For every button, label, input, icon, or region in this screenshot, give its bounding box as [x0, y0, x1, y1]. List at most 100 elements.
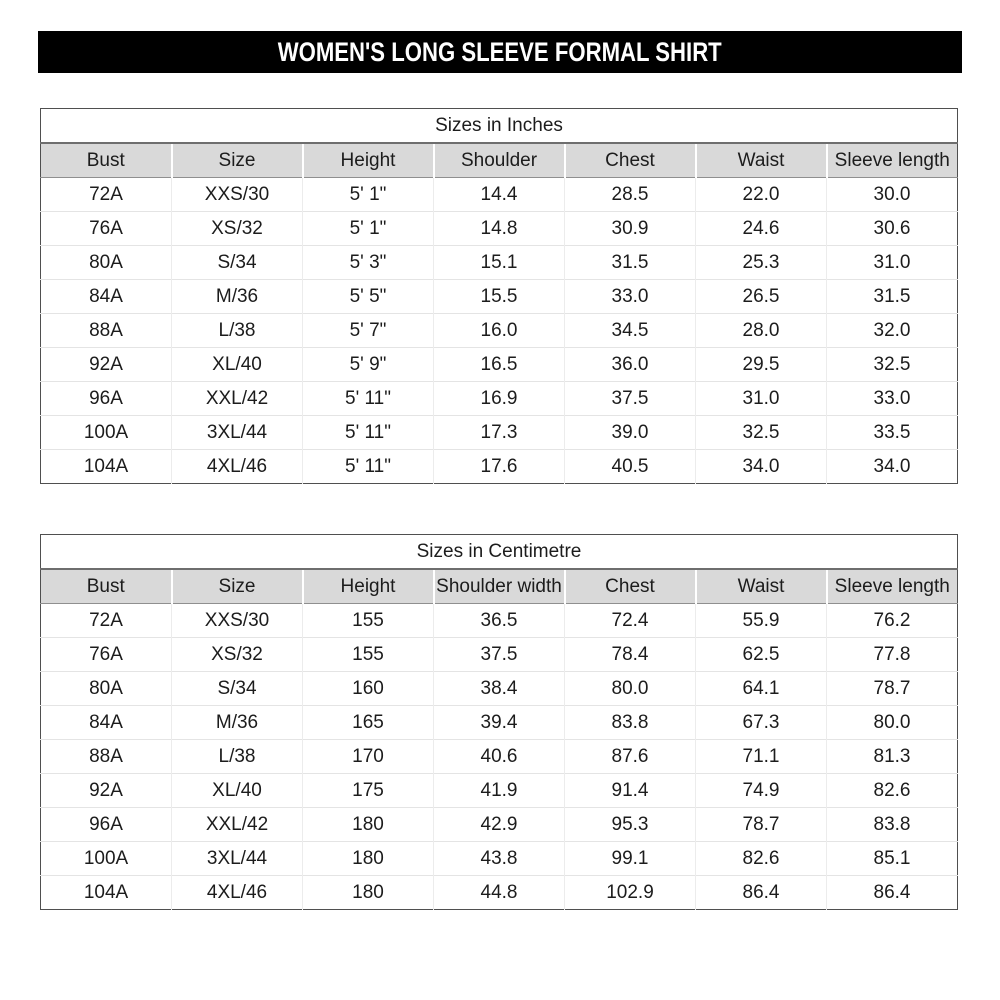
table-cell: 84A: [40, 279, 172, 314]
table-cell: 67.3: [695, 705, 827, 740]
table-cell: 30.6: [826, 211, 958, 246]
table-cell: 32.0: [826, 313, 958, 348]
column-header: Shoulder width: [432, 569, 565, 604]
table-cell: 104A: [40, 875, 172, 910]
table-cell: 16.9: [433, 381, 565, 416]
table-cell: 33.5: [826, 415, 958, 450]
table-cell: 78.7: [695, 807, 827, 842]
column-header: Height: [301, 569, 434, 604]
table-cell: 180: [302, 841, 434, 876]
table-row: 96A XXL/42 180 42.9 95.3 78.7 83.8: [40, 807, 958, 842]
table-row: 88A L/38 170 40.6 87.6 71.1 81.3: [40, 739, 958, 774]
table-cell: 5' 1": [302, 211, 434, 246]
sizes-in-centimetre-table: Sizes in Centimetre Bust Size Height Should…: [40, 534, 958, 910]
table-cell: 165: [302, 705, 434, 740]
table-cell: 33.0: [564, 279, 696, 314]
table-cell: 91.4: [564, 773, 696, 808]
table-cell: 80A: [40, 671, 172, 706]
column-header: Waist: [694, 143, 827, 178]
table-row: 104A 4XL/46 5' 11" 17.6 40.5 34.0 34.0: [40, 449, 958, 484]
table-cell: 15.5: [433, 279, 565, 314]
column-header: Bust: [40, 143, 172, 178]
table-cell: 78.4: [564, 637, 696, 672]
table-cell: XXL/42: [171, 381, 303, 416]
column-header: Bust: [40, 569, 172, 604]
table-cell: 44.8: [433, 875, 565, 910]
table-cell: 14.4: [433, 177, 565, 212]
table-cell: 88A: [40, 313, 172, 348]
table-cell: 96A: [40, 807, 172, 842]
sizes-in-inches-table: Sizes in Inches Bust Size Height Shoulder Ch…: [40, 108, 958, 484]
table-cell: 36.0: [564, 347, 696, 382]
table-cell: 76A: [40, 637, 172, 672]
column-header: Height: [301, 143, 434, 178]
table-cell: 17.3: [433, 415, 565, 450]
table-cell: 39.4: [433, 705, 565, 740]
table-cell: 95.3: [564, 807, 696, 842]
table-cell: 41.9: [433, 773, 565, 808]
table-row: 72A XXS/30 155 36.5 72.4 55.9 76.2: [40, 603, 958, 638]
column-header: Chest: [563, 143, 696, 178]
table-cell: 34.5: [564, 313, 696, 348]
table-cell: 24.6: [695, 211, 827, 246]
table-title-row: Sizes in Inches: [40, 108, 958, 144]
table-row: 76A XS/32 5' 1" 14.8 30.9 24.6 30.6: [40, 211, 958, 246]
table-cell: 77.8: [826, 637, 958, 672]
table-cell: 3XL/44: [171, 841, 303, 876]
table-row: 96A XXL/42 5' 11" 16.9 37.5 31.0 33.0: [40, 381, 958, 416]
table-cell: 80A: [40, 245, 172, 280]
table-cell: 26.5: [695, 279, 827, 314]
table-cell: S/34: [171, 245, 303, 280]
table-cell: 31.0: [695, 381, 827, 416]
table-row: 84A M/36 165 39.4 83.8 67.3 80.0: [40, 705, 958, 740]
table-cell: 34.0: [695, 449, 827, 484]
table-cell: 104A: [40, 449, 172, 484]
table-cell: 55.9: [695, 603, 827, 638]
table-cell: 92A: [40, 773, 172, 808]
table-cell: 42.9: [433, 807, 565, 842]
table-cell: 102.9: [564, 875, 696, 910]
table-cell: 31.5: [564, 245, 696, 280]
table-cell: XXS/30: [171, 177, 303, 212]
table-cell: 4XL/46: [171, 449, 303, 484]
table-cell: 5' 1": [302, 177, 434, 212]
table-cell: 155: [302, 603, 434, 638]
table-cell: 5' 11": [302, 415, 434, 450]
column-header-row: Bust Size Height Shoulder Chest Waist Sleeve l…: [40, 143, 958, 178]
table-cell: 25.3: [695, 245, 827, 280]
table-row: 100A 3XL/44 180 43.8 99.1 82.6 85.1: [40, 841, 958, 876]
table-cell: 5' 11": [302, 381, 434, 416]
table-cell: 39.0: [564, 415, 696, 450]
table-cell: 80.0: [826, 705, 958, 740]
table-cell: 76.2: [826, 603, 958, 638]
table-row: 104A 4XL/46 180 44.8 102.9 86.4 86.4: [40, 875, 958, 910]
table-cell: 33.0: [826, 381, 958, 416]
table-cell: 62.5: [695, 637, 827, 672]
table-cell: L/38: [171, 313, 303, 348]
table-cell: 40.6: [433, 739, 565, 774]
table-row: 92A XL/40 5' 9" 16.5 36.0 29.5 32.5: [40, 347, 958, 382]
table-row: 80A S/34 160 38.4 80.0 64.1 78.7: [40, 671, 958, 706]
table-cell: 40.5: [564, 449, 696, 484]
table-cell: 28.0: [695, 313, 827, 348]
product-title-banner: WOMEN'S LONG SLEEVE FORMAL SHIRT: [38, 31, 962, 73]
column-header-row: Bust Size Height Shoulder width Chest Waist Sl…: [40, 569, 958, 604]
table-cell: 76A: [40, 211, 172, 246]
table-cell: 32.5: [826, 347, 958, 382]
table-cell: 81.3: [826, 739, 958, 774]
table-cell: 170: [302, 739, 434, 774]
table-cell: 82.6: [695, 841, 827, 876]
table-cell: 72.4: [564, 603, 696, 638]
table-cell: L/38: [171, 739, 303, 774]
table-row: 84A M/36 5' 5" 15.5 33.0 26.5 31.5: [40, 279, 958, 314]
table-cell: 78.7: [826, 671, 958, 706]
table-cell: M/36: [171, 279, 303, 314]
table-cell: XS/32: [171, 637, 303, 672]
table-cell: 15.1: [433, 245, 565, 280]
table-cell: 64.1: [695, 671, 827, 706]
table-cell: 5' 5": [302, 279, 434, 314]
table-cell: 29.5: [695, 347, 827, 382]
table-cell: 34.0: [826, 449, 958, 484]
table-cell: 180: [302, 807, 434, 842]
table-cell: 155: [302, 637, 434, 672]
